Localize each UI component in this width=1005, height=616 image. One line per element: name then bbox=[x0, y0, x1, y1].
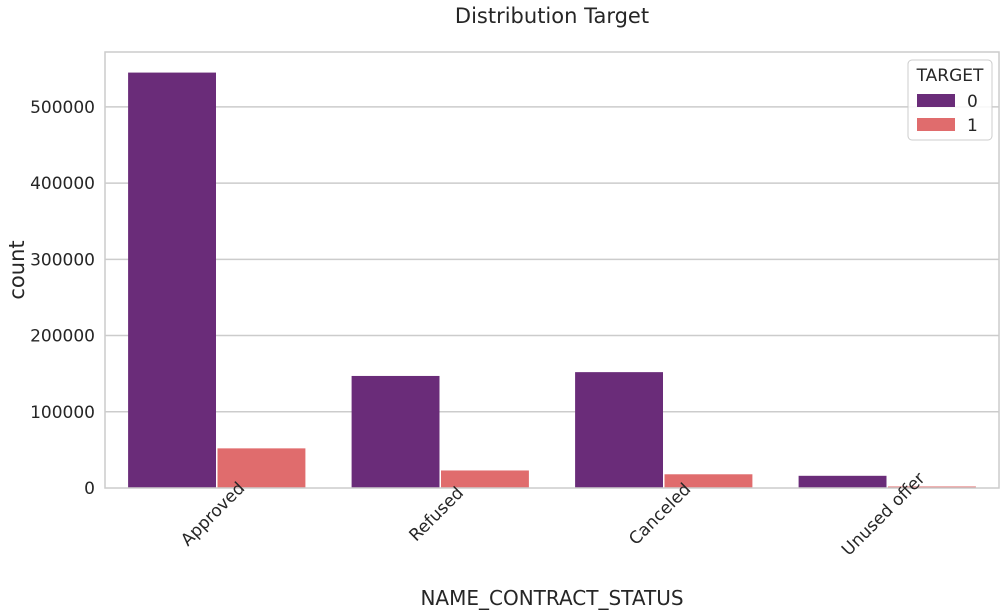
y-tick-label: 200000 bbox=[30, 327, 95, 347]
plot-area-frame bbox=[104, 51, 1000, 489]
bar-unused-offer-target-0 bbox=[798, 475, 887, 488]
y-tick-label: 0 bbox=[84, 479, 95, 499]
y-tick-label: 400000 bbox=[30, 174, 95, 194]
y-tick-label: 500000 bbox=[30, 98, 95, 118]
chart-title: Distribution Target bbox=[455, 4, 649, 28]
legend-label-target-1: 1 bbox=[967, 116, 978, 136]
bar-approved-target-1 bbox=[217, 448, 306, 488]
y-tick-label: 100000 bbox=[30, 403, 95, 423]
legend-label-target-0: 0 bbox=[967, 92, 978, 112]
bar-canceled-target-0 bbox=[575, 372, 663, 488]
y-tick-labels: 0 100000 200000 300000 400000 500000 bbox=[30, 98, 95, 499]
bar-approved-target-0 bbox=[128, 72, 216, 489]
x-tick-label: Canceled bbox=[625, 480, 695, 550]
bars bbox=[128, 72, 976, 489]
y-axis-label: count bbox=[5, 240, 29, 299]
bar-refused-target-0 bbox=[351, 375, 440, 488]
legend-swatch-target-1 bbox=[917, 118, 955, 131]
x-tick-label: Approved bbox=[177, 479, 249, 551]
legend: TARGET 0 1 bbox=[907, 59, 993, 141]
x-tick-label: Refused bbox=[405, 483, 467, 545]
legend-title: TARGET bbox=[916, 66, 984, 86]
bar-canceled-target-1 bbox=[664, 474, 753, 488]
legend-swatch-target-0 bbox=[917, 94, 955, 107]
gridlines bbox=[105, 106, 999, 413]
bar-unused-offer-target-1 bbox=[888, 486, 976, 488]
bar-refused-target-1 bbox=[441, 470, 529, 488]
x-axis-label: NAME_CONTRACT_STATUS bbox=[420, 586, 683, 610]
y-tick-label: 300000 bbox=[30, 250, 95, 270]
